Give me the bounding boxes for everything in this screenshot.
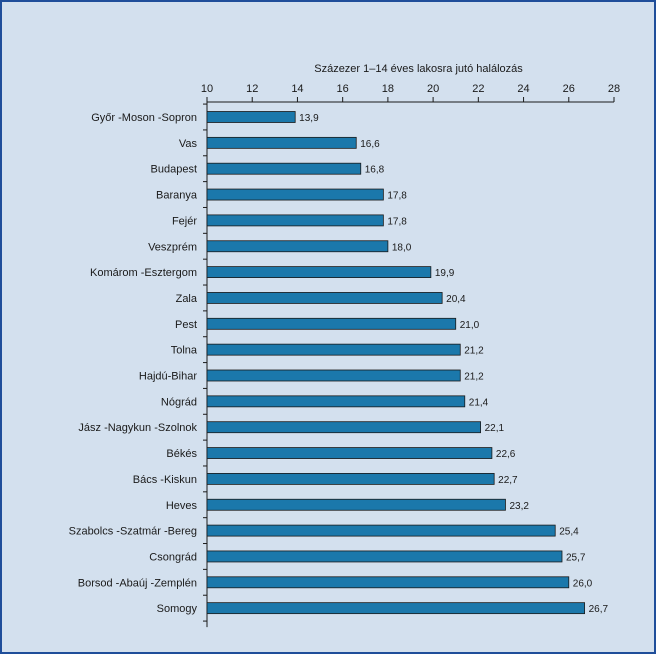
category-label: Zala (176, 293, 198, 305)
x-tick-label: 22 (472, 83, 484, 95)
bar (206, 136, 357, 149)
data-label: 25,7 (566, 552, 586, 563)
data-label: 26,7 (589, 604, 609, 615)
category-label: Békés (166, 448, 197, 460)
x-tick-label: 18 (382, 83, 394, 95)
category-label: Heves (166, 500, 198, 512)
data-label: 16,6 (360, 139, 380, 150)
bar (206, 188, 384, 201)
bars: Győr -Moson -Sopron 13,9 Vas 16,6 Budapest 16… (69, 103, 609, 622)
category-label: Baranya (156, 190, 198, 202)
bar (206, 214, 384, 227)
x-tick-label: 28 (608, 83, 620, 95)
category-label: Hajdú-Bihar (139, 371, 197, 383)
bar (206, 550, 563, 563)
bar (206, 111, 296, 123)
bar (206, 472, 495, 485)
bar (206, 240, 389, 253)
category-label: Szabolcs -Szatmár -Bereg (69, 526, 197, 538)
x-axis-ticks: 10 12 14 16 18 20 22 24 26 28 (201, 83, 620, 103)
category-label: Komárom -Esztergom (90, 267, 197, 279)
category-label: Somogy (157, 603, 198, 615)
bar (206, 421, 481, 434)
bar (206, 369, 461, 382)
x-tick-label: 16 (337, 83, 349, 95)
data-label: 17,8 (387, 216, 407, 227)
data-label: 17,8 (387, 191, 407, 202)
category-label: Veszprém (148, 241, 197, 253)
data-label: 20,4 (446, 294, 466, 305)
bar (206, 162, 362, 175)
bar (206, 524, 556, 537)
bar (206, 343, 461, 356)
data-label: 19,9 (435, 268, 455, 279)
category-label: Fejér (172, 215, 197, 227)
category-label: Nógrád (161, 396, 197, 408)
category-label: Borsod -Abaúj -Zemplén (78, 577, 197, 589)
bar (206, 498, 506, 511)
x-tick-label: 24 (517, 83, 529, 95)
data-label: 18,0 (392, 242, 412, 253)
bar (206, 602, 586, 615)
category-label: Pest (175, 319, 197, 331)
bar (206, 317, 457, 330)
category-label: Budapest (151, 164, 197, 176)
category-label: Csongrád (149, 551, 197, 563)
data-label: 21,2 (464, 372, 484, 383)
x-tick-label: 12 (246, 83, 258, 95)
x-tick-label: 14 (291, 83, 303, 95)
category-label: Jász -Nagykun -Szolnok (78, 422, 197, 434)
data-label: 25,4 (559, 527, 579, 538)
bar (206, 447, 493, 459)
data-label: 13,9 (299, 113, 319, 124)
category-label: Bács -Kiskun (133, 474, 197, 486)
category-label: Tolna (171, 345, 198, 357)
x-tick-label: 20 (427, 83, 439, 95)
data-label: 21,0 (460, 320, 480, 331)
bar (206, 292, 443, 304)
x-axis-title: Százezer 1–14 éves lakosra jutó halálozá… (314, 63, 523, 75)
bar (206, 395, 466, 408)
category-label: Vas (179, 138, 198, 150)
data-label: 23,2 (509, 501, 529, 512)
x-tick-label: 26 (563, 83, 575, 95)
data-label: 22,6 (496, 449, 516, 460)
category-label: Győr -Moson -Sopron (91, 112, 197, 124)
data-label: 21,4 (469, 397, 489, 408)
data-label: 22,1 (485, 423, 505, 434)
data-label: 16,8 (365, 165, 385, 176)
bar (206, 576, 570, 589)
data-label: 26,0 (573, 578, 593, 589)
data-label: 22,7 (498, 475, 518, 486)
bar (206, 266, 432, 279)
data-label: 21,2 (464, 346, 484, 357)
x-tick-label: 10 (201, 83, 213, 95)
